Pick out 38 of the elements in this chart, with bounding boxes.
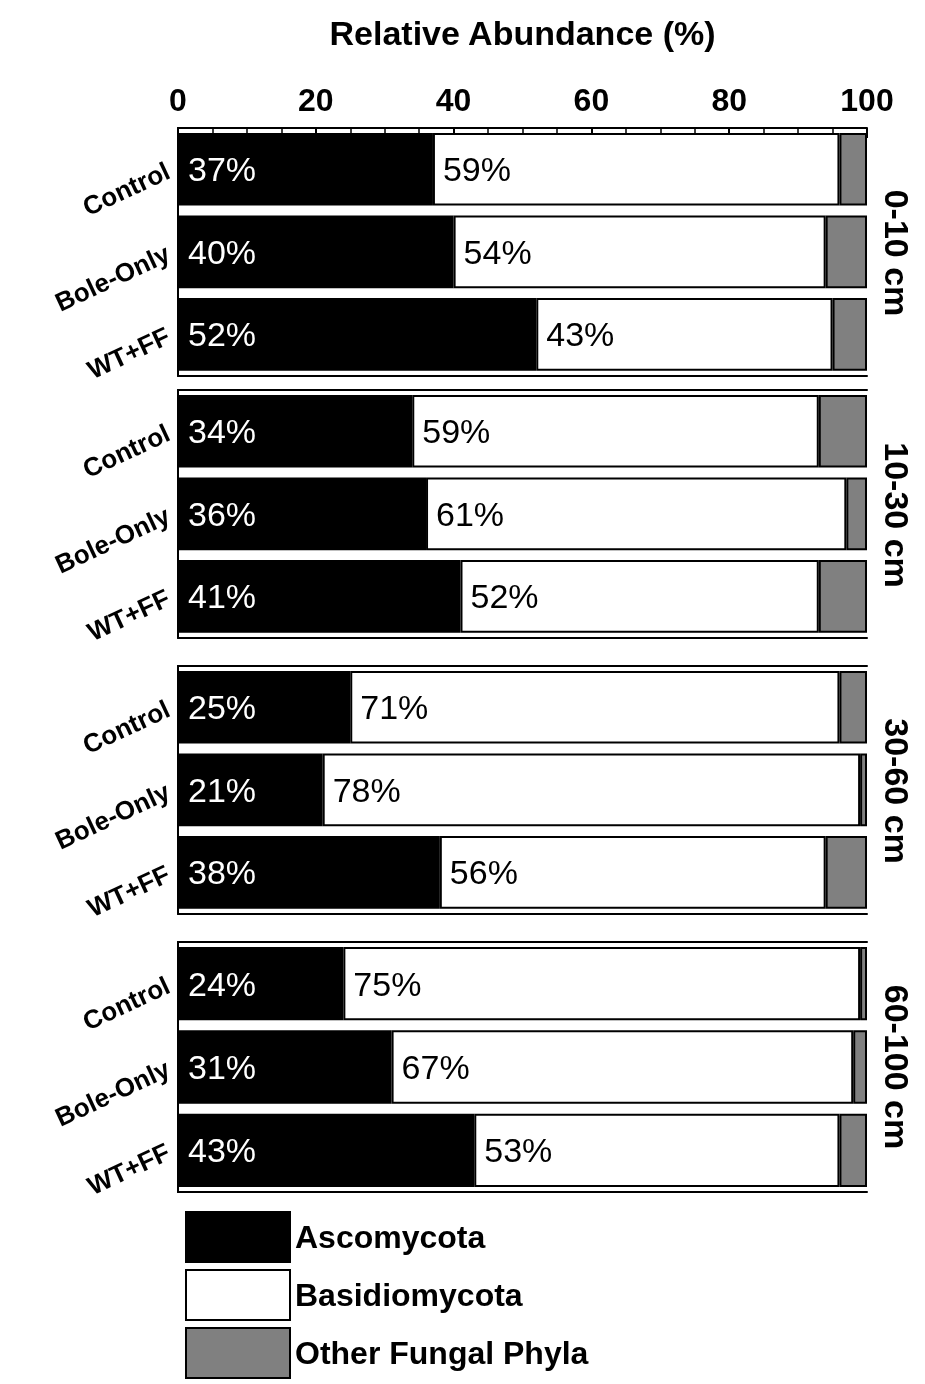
data-label: 40% bbox=[188, 232, 257, 271]
data-label: 59% bbox=[442, 150, 511, 189]
data-label: 52% bbox=[470, 577, 539, 616]
data-label: 78% bbox=[332, 770, 401, 809]
x-tick-label: 60 bbox=[573, 82, 610, 118]
data-label: 36% bbox=[188, 494, 257, 533]
data-label: 24% bbox=[188, 964, 257, 1003]
x-tick-label: 20 bbox=[298, 82, 334, 118]
data-label: 56% bbox=[449, 853, 518, 892]
legend-label: Basidiomycota bbox=[295, 1277, 523, 1313]
data-label: 61% bbox=[436, 494, 505, 533]
data-label: 53% bbox=[484, 1131, 553, 1170]
text: 30-60 cm bbox=[878, 718, 916, 864]
x-tick-label: 0 bbox=[169, 82, 187, 118]
data-label: 59% bbox=[422, 412, 491, 451]
data-label: 43% bbox=[546, 315, 615, 354]
data-label: 71% bbox=[360, 688, 429, 727]
legend-label: Other Fungal Phyla bbox=[295, 1335, 589, 1371]
data-label: 34% bbox=[188, 412, 257, 451]
data-label: 75% bbox=[353, 964, 422, 1003]
x-axis-title: Relative Abundance (%) bbox=[329, 14, 716, 52]
data-label: 54% bbox=[463, 232, 532, 271]
data-label: 25% bbox=[188, 688, 257, 727]
data-label: 52% bbox=[188, 315, 257, 354]
legend-label: Ascomycota bbox=[295, 1219, 486, 1255]
text: 60-100 cm bbox=[878, 984, 916, 1150]
text: 10-30 cm bbox=[878, 442, 916, 588]
data-label: 37% bbox=[188, 150, 257, 189]
data-label: 38% bbox=[188, 853, 257, 892]
data-label: 31% bbox=[188, 1048, 257, 1086]
data-label: 43% bbox=[188, 1131, 257, 1170]
text: 0-10 cm bbox=[878, 189, 916, 317]
data-label: 67% bbox=[401, 1048, 470, 1086]
x-tick-label: 40 bbox=[435, 82, 472, 118]
x-tick-label: 80 bbox=[711, 82, 747, 118]
data-label: 21% bbox=[188, 770, 257, 809]
x-tick-label: 100 bbox=[840, 82, 894, 118]
data-label: 41% bbox=[188, 577, 257, 616]
